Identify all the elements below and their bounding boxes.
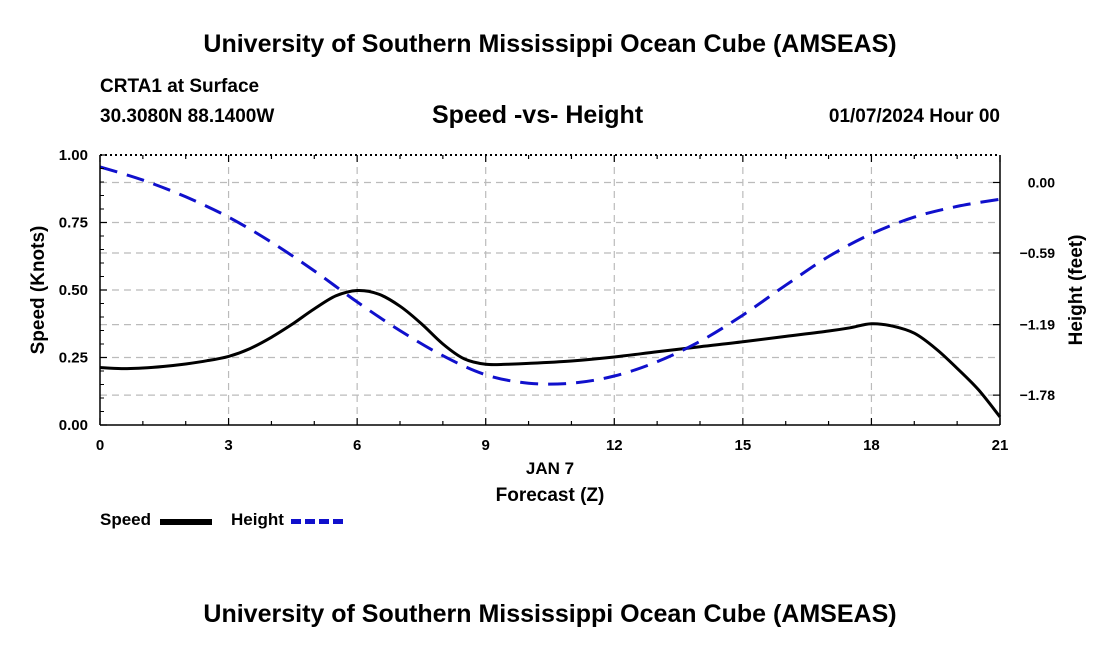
station-label: CRTA1 at Surface — [100, 76, 260, 97]
legend-speed-label: Speed — [100, 510, 152, 529]
y2-axis-label: Height (feet) — [1066, 235, 1087, 346]
y2-tick-label: −1.78 — [1020, 387, 1056, 403]
legend-height-label: Height — [231, 510, 284, 529]
forecast-date: 01/07/2024 Hour 00 — [828, 106, 1000, 127]
y-tick-label: 1.00 — [59, 147, 88, 164]
y-tick-label: 0.50 — [59, 282, 88, 299]
chart-title: Speed -vs- Height — [432, 101, 644, 129]
plot-frame — [99, 154, 1001, 426]
x-tick-label: 6 — [353, 437, 361, 454]
grid-lines — [100, 155, 1000, 425]
y-tick-label: 0.75 — [59, 215, 88, 232]
x-tick-label: 9 — [482, 437, 490, 454]
x-axis-label: Forecast (Z) — [496, 485, 605, 506]
station-coordinates: 30.3080N 88.1400W — [100, 106, 275, 127]
y2-tick-label: −1.19 — [1020, 317, 1056, 333]
legend-height-swatch — [291, 519, 343, 524]
y2-tick-label: 0.00 — [1028, 174, 1055, 190]
y-axis-label: Speed (Knots) — [28, 226, 49, 355]
main-title: University of Southern Mississippi Ocean… — [203, 30, 897, 58]
x-tick-label: 3 — [224, 437, 232, 454]
axis-ticks: 0 3 6 9 12 15 18 21 0.00 0.25 0.50 0.75 1.00 0.00 −0.5… — [59, 147, 1055, 454]
x-tick-label: 18 — [863, 437, 880, 454]
y-tick-label: 0.00 — [59, 417, 88, 434]
legend-speed-swatch — [160, 519, 212, 525]
x-axis-date-label: JAN 7 — [526, 459, 574, 478]
speed-series-line — [99, 288, 1002, 418]
y2-tick-label: −0.59 — [1020, 245, 1056, 261]
x-tick-label: 15 — [735, 437, 752, 454]
x-tick-label: 21 — [992, 437, 1009, 454]
series-lines — [99, 165, 1002, 418]
height-series-line — [99, 165, 1001, 386]
y-tick-label: 0.25 — [59, 350, 88, 367]
x-tick-label: 12 — [606, 437, 623, 454]
x-tick-label: 0 — [96, 437, 104, 454]
footer-title: University of Southern Mississippi Ocean… — [203, 600, 897, 628]
